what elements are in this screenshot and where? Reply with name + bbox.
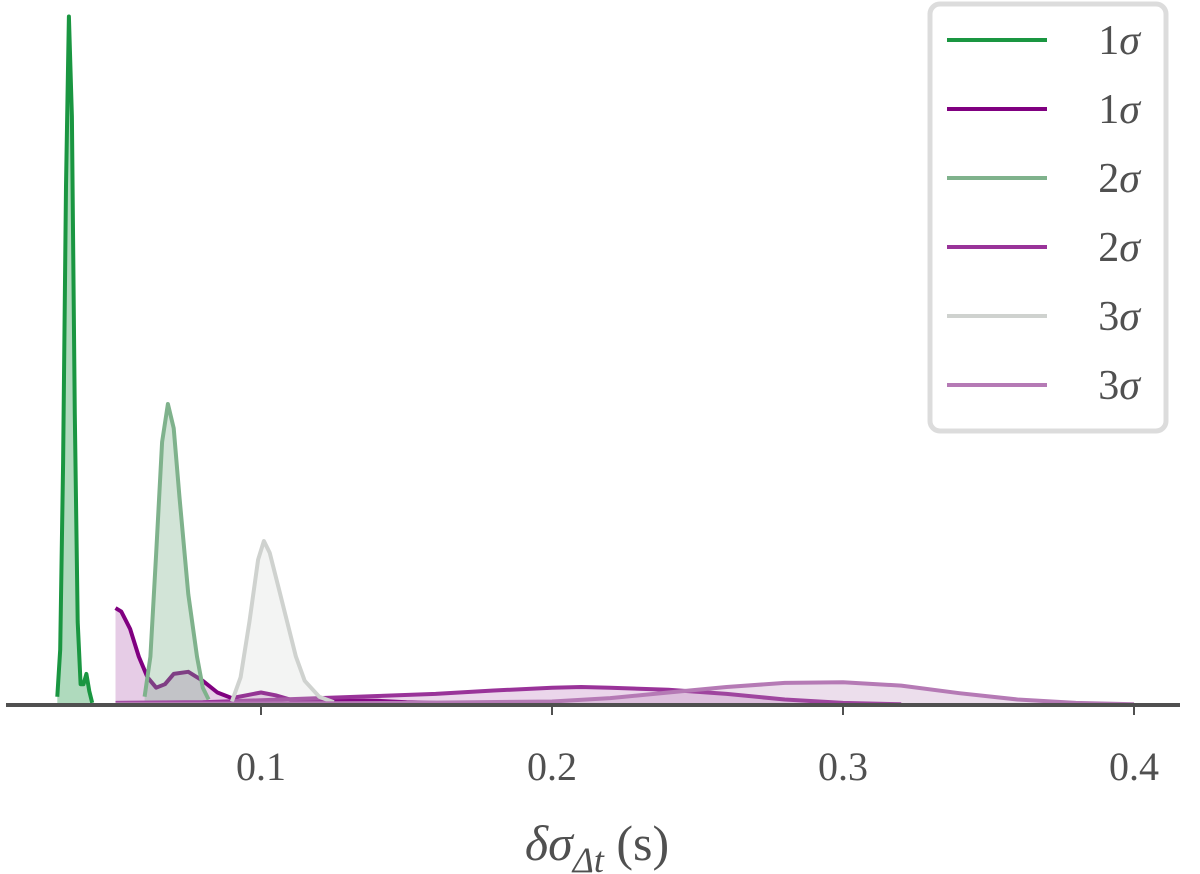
series-4-fill	[231, 541, 334, 705]
series-5-line	[115, 680, 1135, 707]
series-2-line	[142, 402, 211, 701]
legend-entry-label: 1σ	[1098, 18, 1142, 64]
x-tick-label: 0.4	[1109, 744, 1159, 789]
x-tick-label: 0.3	[818, 744, 868, 789]
x-tick-label: 0.2	[527, 744, 577, 789]
legend-entry-label: 3σ	[1098, 294, 1142, 340]
legend-entries: 1σ 1σ 2σ 2σ 3σ 3σ	[947, 18, 1142, 409]
series-1-fill	[115, 608, 436, 705]
series-1-line	[114, 606, 436, 705]
legend: 1σ 1σ 2σ 2σ 3σ 3σ	[927, 1, 1169, 434]
legend-entry-label: 2σ	[1098, 156, 1142, 202]
series-0-line	[55, 14, 95, 704]
x-tick-label: 0.1	[236, 744, 286, 789]
x-axis-label-unit: (s)	[604, 815, 669, 871]
x-axis-label-subscript: Δt	[571, 840, 605, 874]
legend-entry-label: 3σ	[1098, 363, 1142, 409]
legend-entry-label: 1σ	[1098, 87, 1142, 133]
series-layer	[55, 14, 1135, 707]
series-3-fill	[115, 687, 902, 705]
series-4-line	[230, 539, 335, 705]
x-tick-layer: 0.1 0.2 0.3 0.4	[236, 705, 1159, 789]
series-3-line	[115, 685, 902, 707]
x-axis-label-symbol: δσ	[525, 815, 575, 871]
x-axis-label: δσΔt (s)	[525, 815, 669, 874]
legend-entry-label: 2σ	[1098, 225, 1142, 271]
series-5-fill	[115, 682, 1134, 705]
